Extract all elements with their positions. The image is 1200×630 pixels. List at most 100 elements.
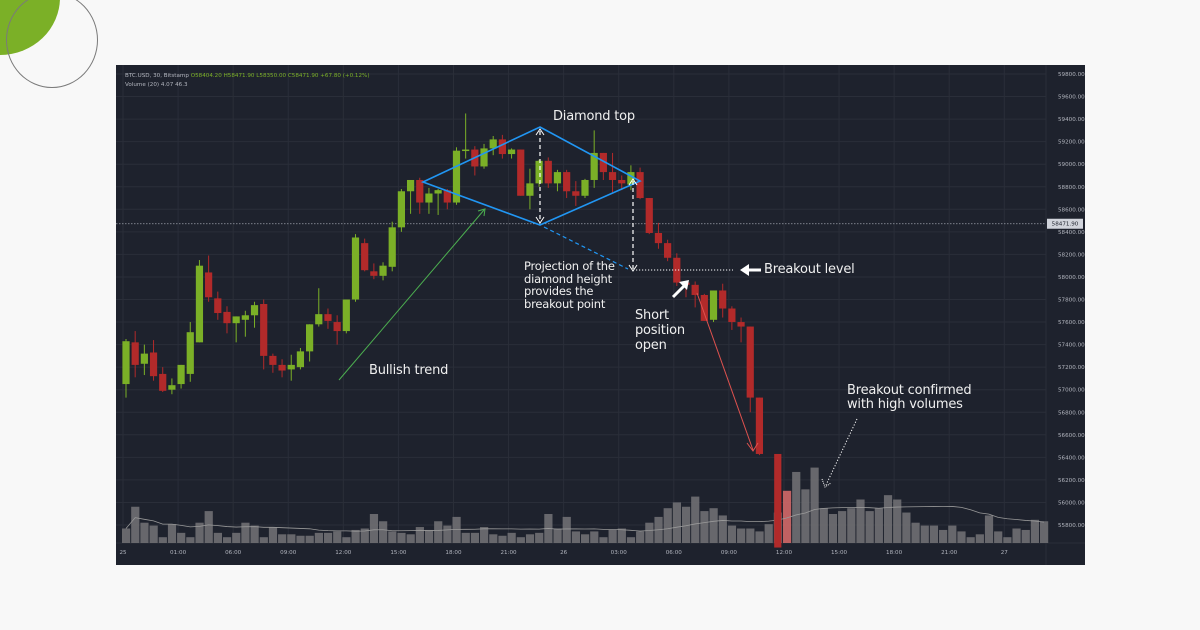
candle-bullish xyxy=(507,149,516,155)
volume-bar xyxy=(883,495,893,543)
candle-bearish xyxy=(416,179,424,203)
arrowhead-icon xyxy=(535,216,545,224)
current-price-tag-label: 58471.90 xyxy=(1052,222,1079,228)
volume-bar xyxy=(268,527,278,543)
downtrend-arrow xyxy=(696,292,754,451)
volume-bar xyxy=(287,534,296,543)
volume-bar xyxy=(186,537,195,543)
x-axis-tick-label: 26 xyxy=(560,550,568,556)
volume-bar xyxy=(1021,529,1030,543)
x-axis-tick-label: 27 xyxy=(1001,550,1009,556)
candle-bullish xyxy=(351,237,360,300)
x-axis-tick-label: 15:00 xyxy=(831,550,848,556)
candle-bullish xyxy=(232,316,240,324)
volume-bar xyxy=(590,531,599,543)
candle-bullish xyxy=(627,172,635,185)
y-axis-tick-label: 59200.00 xyxy=(1058,140,1085,146)
arrowhead-icon xyxy=(746,442,759,452)
volume-bar xyxy=(305,535,314,543)
candle-bearish xyxy=(755,397,764,454)
volume-bar xyxy=(167,524,177,543)
annotation-breakout-confirmed: Breakout confirmed with high volumes xyxy=(847,383,972,412)
volume-bar xyxy=(571,531,581,543)
volume-bar xyxy=(856,499,865,543)
chart-legend: BTC.USD, 30, Bitstamp O58404.20 H58471.9… xyxy=(125,72,370,90)
candle-bullish xyxy=(480,148,488,167)
candle-bearish xyxy=(645,198,653,233)
volume-bar xyxy=(663,508,672,543)
volume-bar xyxy=(498,535,507,543)
volume-bar xyxy=(691,496,700,543)
candle-bearish xyxy=(563,172,571,192)
candle-bullish xyxy=(195,265,204,343)
candle-bullish xyxy=(489,139,497,149)
x-axis-tick-label: 25 xyxy=(119,550,127,556)
ohlc-open: O58404.20 xyxy=(190,73,222,79)
volume-bar xyxy=(672,502,681,543)
ohlc-close: C58471.90 xyxy=(287,73,319,79)
candlestick-chart[interactable]: 59800.00 59600.00 59400.00 59200.00 59000.00… xyxy=(116,65,1085,565)
volume-bar xyxy=(957,531,966,543)
candle-bullish xyxy=(452,150,461,203)
candle-bullish xyxy=(168,385,176,390)
short-arrow-shaft xyxy=(671,284,686,299)
candle-bearish xyxy=(700,294,708,321)
y-axis-tick-label: 56200.00 xyxy=(1058,478,1085,484)
volume-bar xyxy=(250,525,259,543)
candle-bullish xyxy=(425,193,433,203)
volume-bar xyxy=(232,532,241,543)
x-axis-tick-label: 06:00 xyxy=(225,550,242,556)
volume-bar xyxy=(608,529,617,543)
volume-bar xyxy=(581,534,590,543)
candle-bearish xyxy=(159,373,167,391)
candle-bullish xyxy=(287,364,295,370)
candle-bearish xyxy=(324,314,332,321)
volume-bar xyxy=(424,529,434,543)
volume-bar xyxy=(948,525,957,543)
candle-bullish xyxy=(581,179,589,196)
volume-bar xyxy=(617,528,626,543)
volume-bar xyxy=(241,522,250,543)
candle-bearish xyxy=(361,243,369,271)
candle-bearish xyxy=(278,364,286,371)
volume-bar xyxy=(415,527,424,543)
annotation-bullish-trend: Bullish trend xyxy=(369,363,449,378)
volume-bar xyxy=(177,532,186,543)
x-axis-tick-label: 09:00 xyxy=(280,550,297,556)
chart-canvas[interactable]: 59800.00 59600.00 59400.00 59200.00 59000.00… xyxy=(116,65,1085,565)
volume-bar xyxy=(131,506,140,543)
volume-bar xyxy=(746,528,755,543)
candle-bullish xyxy=(186,332,194,374)
volume-bar xyxy=(645,522,654,543)
candle-bearish xyxy=(443,190,451,203)
volume-bar xyxy=(599,537,608,543)
volume-bar xyxy=(984,515,994,543)
volume-bar xyxy=(700,511,709,543)
volume-bar xyxy=(507,532,516,543)
volume-bar xyxy=(333,531,342,543)
candle-bearish xyxy=(737,322,745,327)
y-axis-tick-label: 55800.00 xyxy=(1058,523,1085,529)
candle-bearish xyxy=(654,232,663,244)
volume-bar xyxy=(342,537,351,543)
candle-bearish xyxy=(131,342,139,365)
volume-bar xyxy=(259,537,268,543)
volume-bar xyxy=(1003,537,1012,543)
ohlc-high: H58471.90 xyxy=(223,73,255,79)
candle-bearish xyxy=(599,152,607,173)
volume-legend: Volume (20) 4.07 46.3 xyxy=(125,82,188,88)
y-axis-tick-label: 56600.00 xyxy=(1058,433,1085,439)
volume-bar xyxy=(323,532,333,543)
candle-bearish xyxy=(728,308,736,323)
arrow-up-right-icon xyxy=(679,280,689,290)
y-axis-tick-label: 58400.00 xyxy=(1058,230,1085,236)
candle-bearish xyxy=(608,172,617,180)
candle-bullish xyxy=(250,305,259,316)
volume-bar xyxy=(360,528,369,543)
y-axis-tick-label: 58800.00 xyxy=(1058,185,1085,191)
y-axis-tick-label: 57800.00 xyxy=(1058,298,1085,304)
arrowhead-icon xyxy=(628,178,638,186)
candle-bullish xyxy=(553,172,562,184)
candle-bearish xyxy=(517,149,525,196)
volume-bar xyxy=(1040,521,1049,543)
